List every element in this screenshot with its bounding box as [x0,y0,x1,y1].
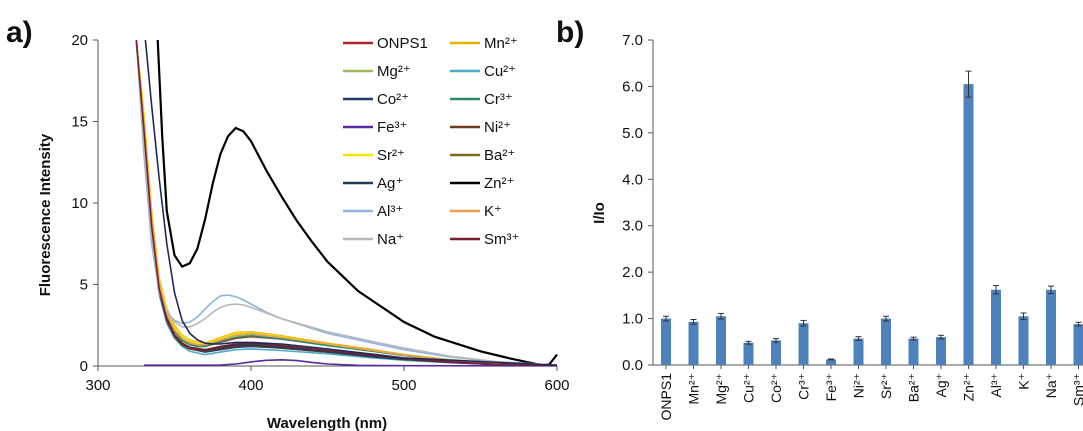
legend-label: Sm³⁺ [484,231,519,248]
series-line [143,358,558,367]
category-label: Ba²⁺ [906,373,922,402]
bar-y-tick-label: 6.0 [622,78,643,95]
bar-chart-panel: b) 0.0 1.0 2.0 3.0 4.0 5.0 6.0 7.0 ONPS1 Mn²⁺ Mg²⁺… [556,16,1083,420]
bar-y-tick-label: 5.0 [622,125,643,142]
bar [1046,289,1056,365]
panel-a-label: a) [6,16,33,49]
line-chart-panel: a) 0 5 10 15 20 300 400 500 600 ONPS1 Mn²⁺ Mg²⁺ Cu²… [6,16,570,431]
legend-label: Sr²⁺ [377,147,405,164]
category-label: Co²⁺ [768,373,784,403]
bar-y-axis-label: I/Io [591,202,608,224]
legend-label: Fe³⁺ [377,119,407,136]
legend-label: Ni²⁺ [484,119,511,136]
legend-label: Zn²⁺ [484,175,514,192]
bar [716,316,726,365]
category-label: Mg²⁺ [713,373,729,405]
bar-y-tick-label: 2.0 [622,264,643,281]
line-chart-series [135,40,558,367]
x-axis-label: Wavelength (nm) [267,415,387,431]
category-label: Al³⁺ [988,373,1004,398]
legend-label: Mg²⁺ [377,63,411,80]
series-line [135,40,558,366]
category-label: Na⁺ [1043,373,1059,398]
x-tick-label: 300 [85,377,110,394]
y-tick-label: 5 [80,277,88,294]
legend-label: Mn²⁺ [484,35,518,52]
bar [991,289,1001,365]
legend-label: Al³⁺ [377,203,403,220]
y-tick-label: 15 [71,114,88,131]
category-label: Cr³⁺ [796,373,812,400]
category-label: Ag⁺ [933,373,949,398]
bar-chart-axes: 0.0 1.0 2.0 3.0 4.0 5.0 6.0 7.0 ONPS1 Mn²⁺ Mg²⁺ Cu²… [622,32,1083,420]
bar-y-tick-label: 1.0 [622,311,643,328]
category-label: Sr²⁺ [878,373,894,399]
bar [688,321,699,365]
y-tick-label: 10 [71,195,88,212]
bar [1073,324,1083,365]
y-tick-label: 20 [71,32,88,49]
bar [1018,316,1029,365]
y-axis-label: Fluorescence Intensity [37,133,54,296]
series-line [144,40,558,366]
bar [881,318,891,365]
bar [853,338,864,365]
legend-label: Na⁺ [377,231,404,248]
series-line [156,40,558,367]
x-tick-label: 600 [544,377,569,394]
bar [936,337,946,365]
panel-b-label: b) [556,16,584,49]
category-label: Zn²⁺ [961,373,977,401]
bar [743,342,754,365]
bar [798,323,809,365]
bar [908,338,919,365]
legend-label: Ag⁺ [377,175,403,192]
bar [826,359,836,365]
category-label: Cu²⁺ [741,373,757,403]
x-tick-label: 400 [238,377,263,394]
series-line [135,40,558,366]
category-label: Sm³⁺ [1071,373,1083,406]
category-label: Fe³⁺ [823,373,839,401]
legend-label: K⁺ [484,203,502,220]
category-label: K⁺ [1016,373,1032,390]
legend-label: ONPS1 [377,35,428,52]
category-label: Mn²⁺ [686,373,702,405]
category-label: Ni²⁺ [851,373,867,398]
bar-y-tick-label: 3.0 [622,218,643,235]
legend-label: Ba²⁺ [484,147,515,164]
y-tick-label: 0 [80,358,88,375]
bar [661,318,671,365]
bar-y-tick-label: 4.0 [622,171,643,188]
legend-label: Co²⁺ [377,91,409,108]
bar [771,340,781,365]
bar [963,84,974,365]
x-tick-label: 500 [391,377,416,394]
line-chart-legend: ONPS1 Mn²⁺ Mg²⁺ Cu²⁺ Co²⁺ Cr³⁺ Fe³⁺ Ni²⁺ Sr²⁺ Ba²… [343,35,519,248]
bar-y-tick-label: 0.0 [622,357,643,374]
bar-chart-bars [661,70,1083,365]
legend-label: Cr³⁺ [484,91,513,108]
bar-y-tick-label: 7.0 [622,32,643,49]
category-label: ONPS1 [658,373,674,421]
legend-label: Cu²⁺ [484,63,516,80]
